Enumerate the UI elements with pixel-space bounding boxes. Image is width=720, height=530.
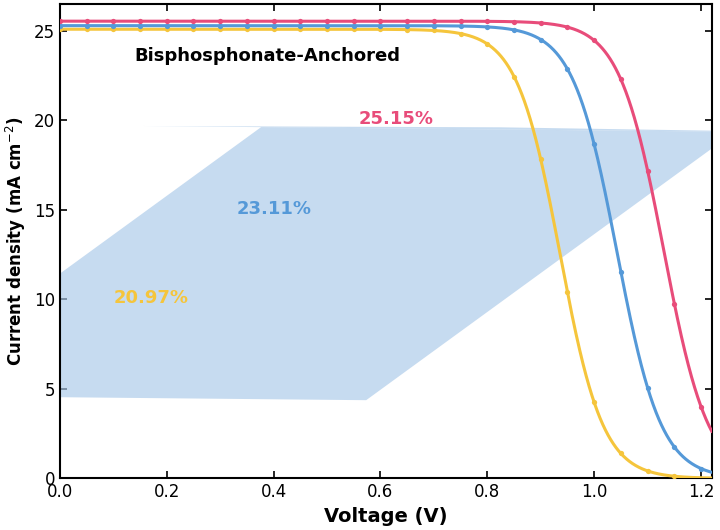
Text: 20.97%: 20.97% xyxy=(113,289,188,307)
Polygon shape xyxy=(143,126,720,133)
Y-axis label: Current density (mA cm$^{-2}$): Current density (mA cm$^{-2}$) xyxy=(4,117,28,366)
Text: Bisphosphonate-Anchored: Bisphosphonate-Anchored xyxy=(135,47,400,65)
Text: 25.15%: 25.15% xyxy=(359,110,434,128)
X-axis label: Voltage (V): Voltage (V) xyxy=(324,507,448,526)
Text: 23.11%: 23.11% xyxy=(236,200,311,217)
Polygon shape xyxy=(0,127,720,400)
